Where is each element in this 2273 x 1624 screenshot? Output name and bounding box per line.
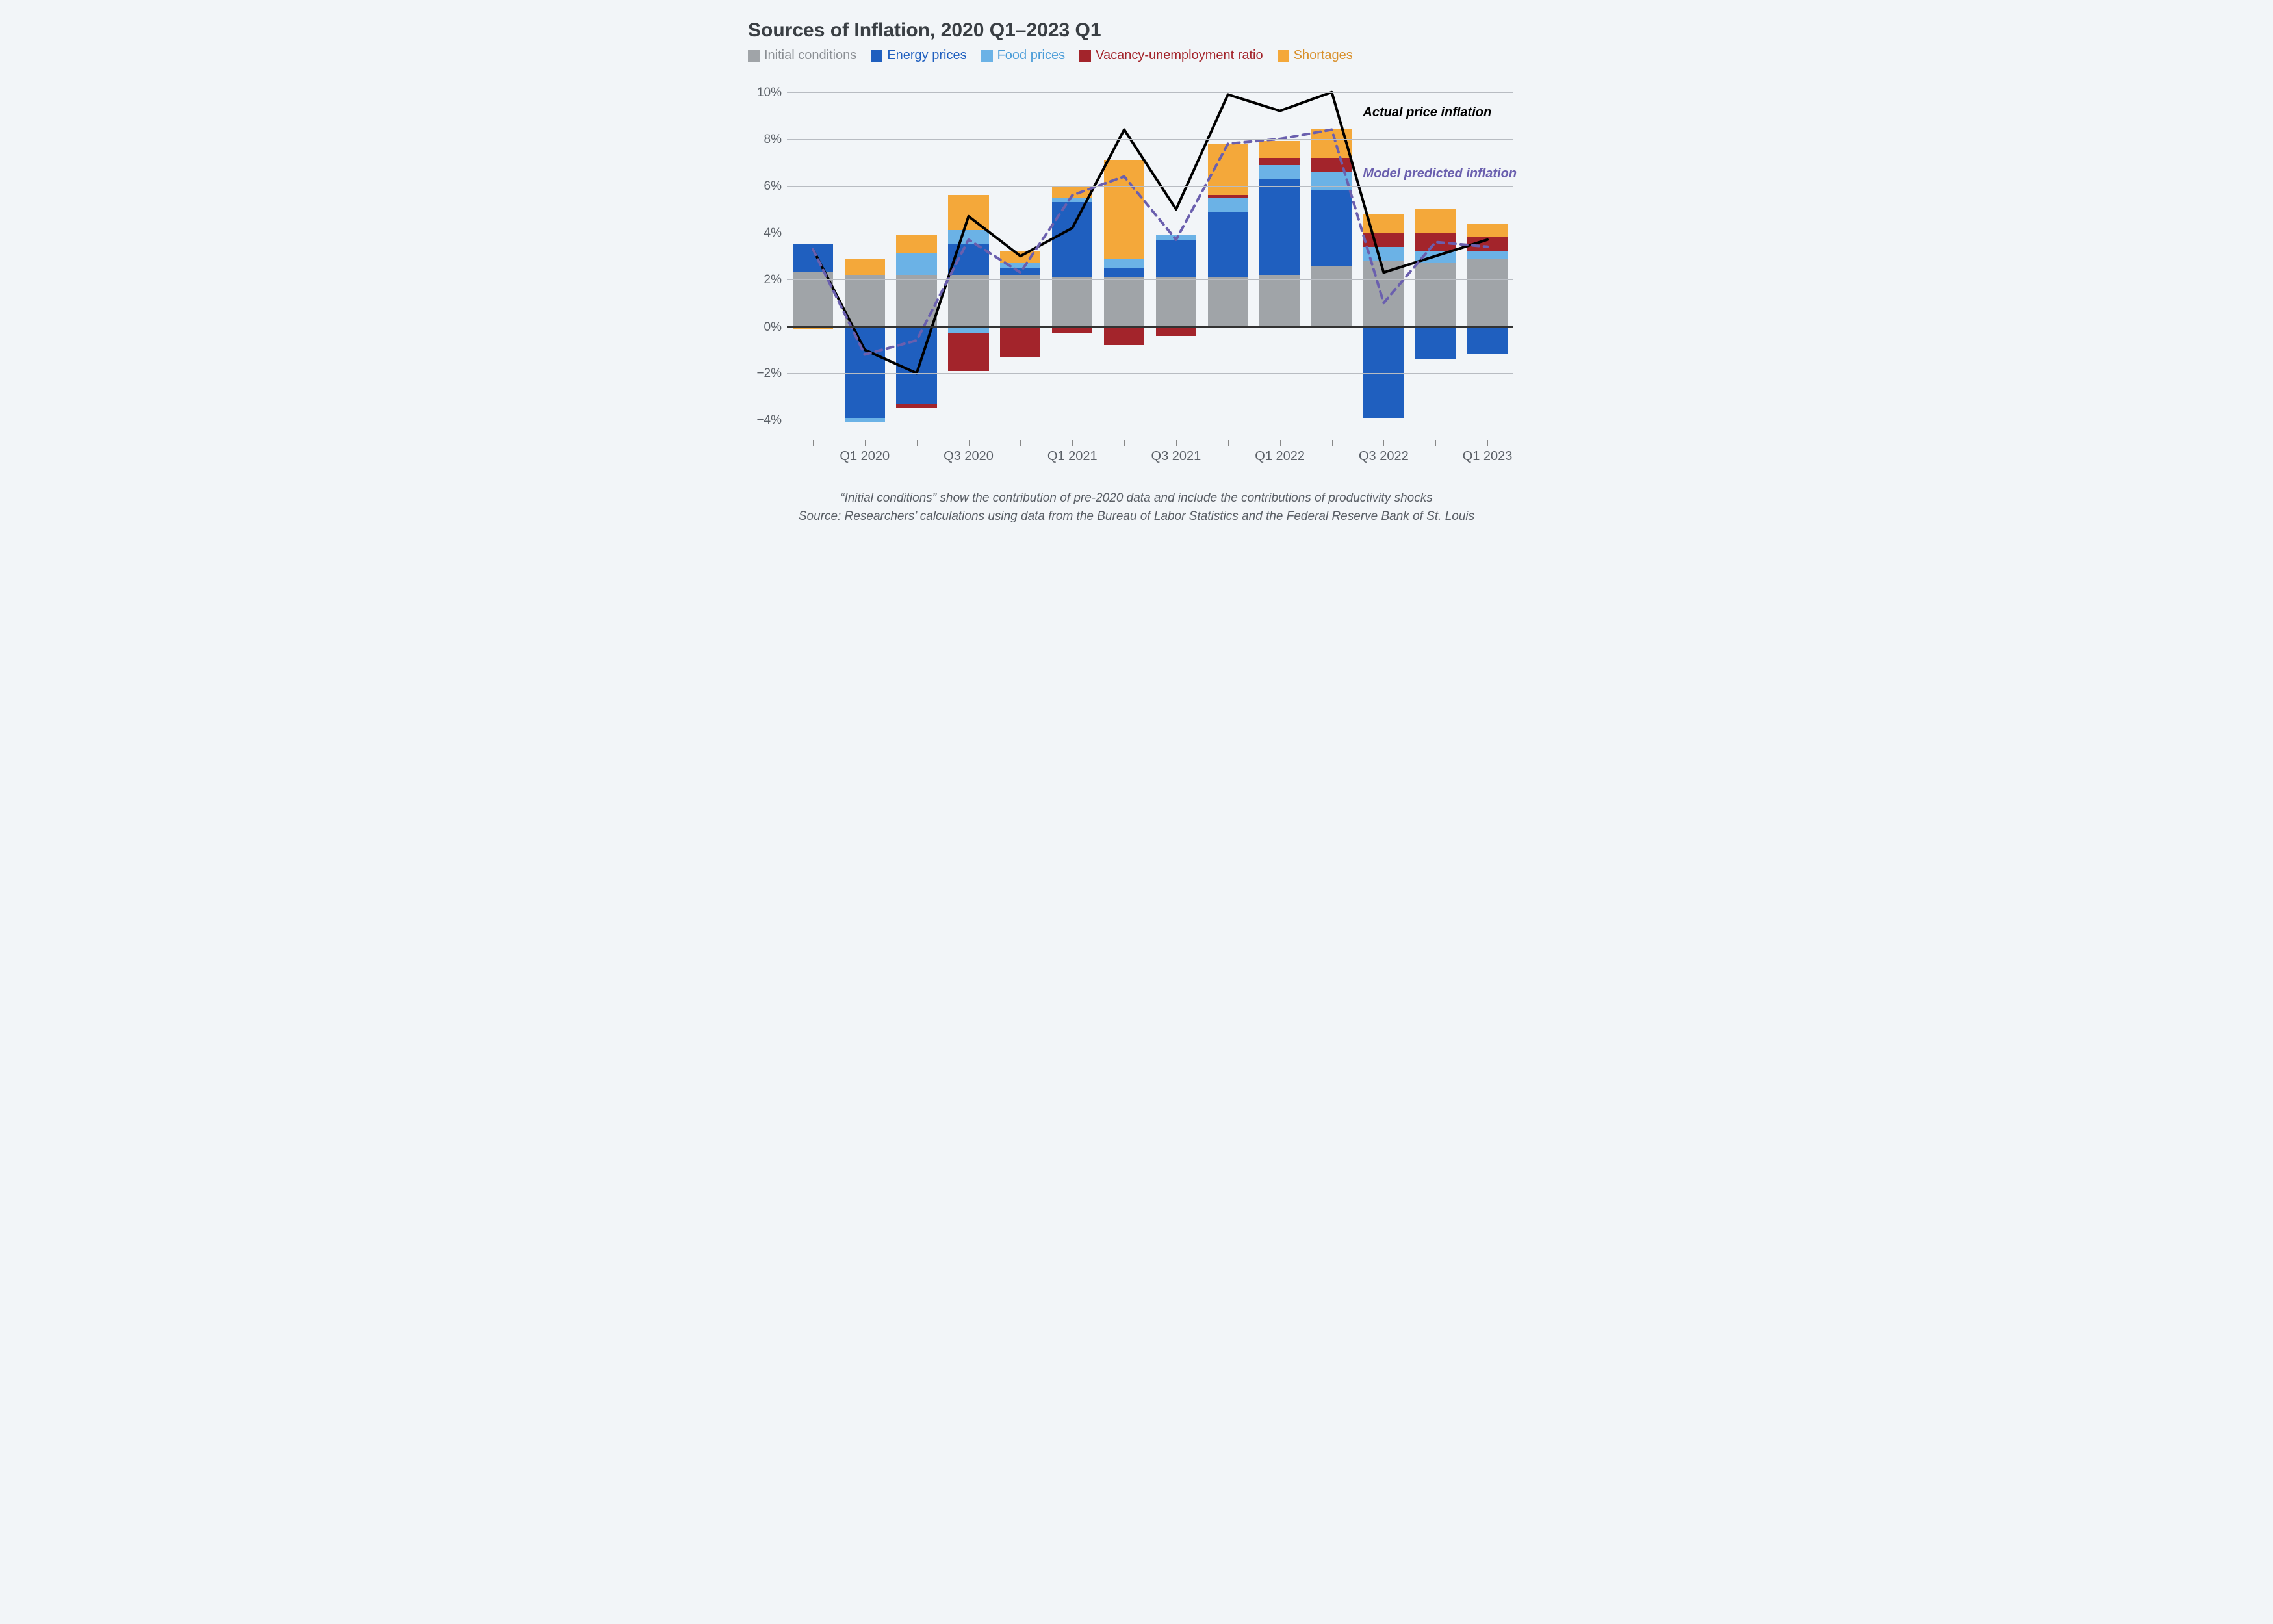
gridline: 2% [787,279,1513,280]
chart-title: Sources of Inflation, 2020 Q1–2023 Q1 [748,19,1526,42]
x-tick [1124,440,1125,446]
x-axis: Q1 2020 Q3 2020 Q1 2021 Q3 2021 Q1 2022 Q3 20… [787,440,1513,470]
gridline: 6% [787,186,1513,187]
gridline: 8% [787,139,1513,140]
y-tick-label: 0% [764,320,782,335]
legend-swatch [1278,50,1289,62]
line-model [813,129,1487,354]
x-tick [1280,440,1281,446]
footnotes: “Initial conditions” show the contributi… [747,489,1526,525]
legend-swatch [748,50,760,62]
footnote-line: Source: Researchers’ calculations using … [747,508,1526,526]
legend-label: Vacancy-unemployment ratio [1096,48,1263,63]
y-tick-label: 10% [757,86,782,100]
plot-area: −4%−2%0%2%4%6%8%10%Actual price inflatio… [787,85,1513,434]
chart-container: Sources of Inflation, 2020 Q1–2023 Q1 In… [727,0,1546,538]
x-tick [1383,440,1384,446]
x-tick-label: Q1 2020 [840,449,890,464]
y-tick-label: 2% [764,273,782,287]
x-tick [1487,440,1488,446]
line-label-actual: Actual price inflation [1363,105,1491,120]
legend-item-food: Food prices [981,48,1066,63]
x-tick [1332,440,1333,446]
legend-swatch [981,50,993,62]
y-tick-label: −2% [756,367,782,381]
x-tick [1176,440,1177,446]
x-tick [969,440,970,446]
x-tick [813,440,814,446]
y-tick-label: 6% [764,179,782,194]
legend-item-initial: Initial conditions [748,48,856,63]
x-tick-label: Q1 2023 [1463,449,1513,464]
x-tick [1228,440,1229,446]
plot: −4% −2% 0% 2% 4% 6% 8% 10% Actual price inflatio… [747,67,1526,470]
x-tick [865,440,866,446]
y-tick-label: 8% [764,133,782,147]
x-tick [1020,440,1021,446]
legend-item-shortages: Shortages [1278,48,1353,63]
legend-label: Shortages [1294,48,1353,63]
legend-swatch [1079,50,1091,62]
legend-item-energy: Energy prices [871,48,966,63]
x-tick [1072,440,1073,446]
x-tick-label: Q1 2022 [1255,449,1305,464]
x-tick [1435,440,1436,446]
gridline: 0% [787,326,1513,328]
legend-swatch [871,50,882,62]
legend-item-vacancy: Vacancy-unemployment ratio [1079,48,1263,63]
lines-layer [787,85,1513,434]
legend-label: Initial conditions [764,48,856,63]
legend: Initial conditions Energy prices Food pric… [748,48,1526,63]
gridline: 10% [787,92,1513,93]
line-label-model: Model predicted inflation [1363,166,1517,181]
gridline: −2% [787,373,1513,374]
x-tick-label: Q3 2022 [1359,449,1409,464]
x-tick-label: Q3 2021 [1151,449,1201,464]
x-tick-label: Q3 2020 [944,449,994,464]
footnote-line: “Initial conditions” show the contributi… [747,489,1526,508]
x-tick-label: Q1 2021 [1047,449,1098,464]
y-tick-label: 4% [764,226,782,240]
x-tick [917,440,918,446]
legend-label: Food prices [997,48,1066,63]
y-tick-label: −4% [756,413,782,428]
legend-label: Energy prices [887,48,966,63]
